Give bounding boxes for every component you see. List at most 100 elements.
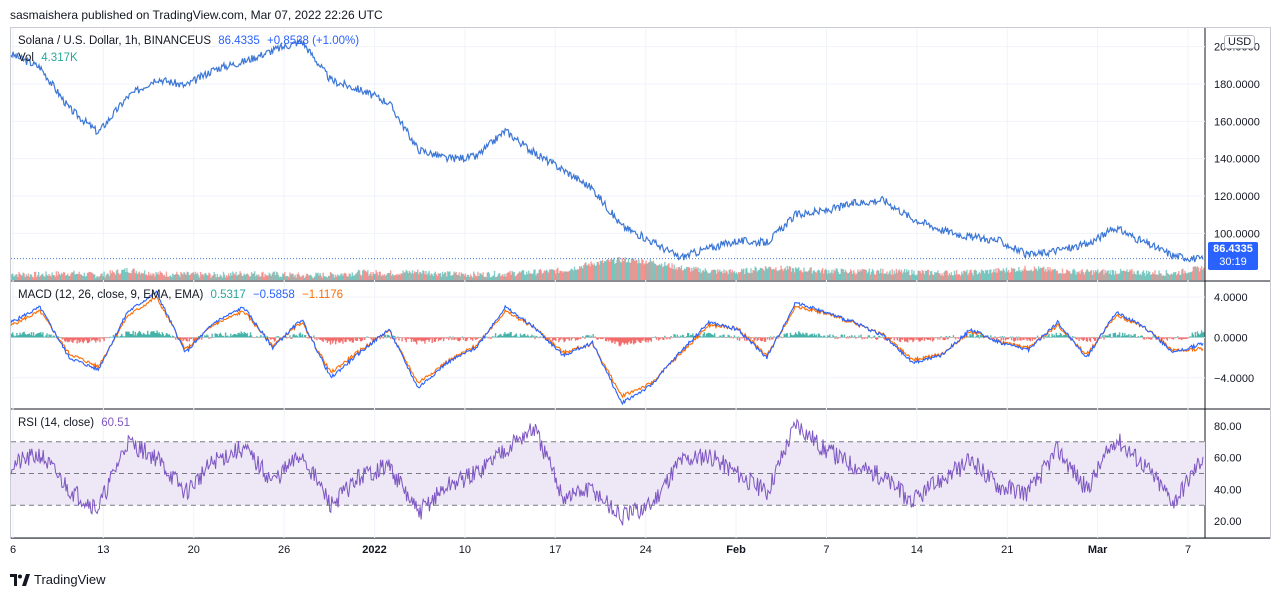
volume-bar (1004, 272, 1007, 280)
volume-bar (852, 273, 854, 280)
volume-bar (267, 275, 269, 280)
volume-bar (989, 269, 991, 280)
volume-bar (746, 267, 748, 280)
volume-bar (1010, 267, 1013, 280)
price-tick-label: 160.0000 (1214, 116, 1260, 128)
volume-bar (676, 269, 678, 280)
volume-bar (581, 266, 583, 280)
volume-bar (1183, 273, 1185, 280)
volume-bar (843, 272, 846, 280)
macd-histogram-bar (658, 337, 661, 340)
macd-histogram-bar (1143, 337, 1146, 340)
volume-bar (754, 266, 756, 280)
footer-brand[interactable]: TradingView (10, 572, 106, 587)
macd-histogram-bar (29, 334, 32, 338)
volume-bar (625, 262, 628, 280)
macd-histogram-bar (980, 335, 983, 338)
volume-bar (563, 271, 565, 280)
volume-bar (310, 274, 312, 280)
volume-legend[interactable]: Vol 4.317K (18, 52, 78, 64)
volume-bar (448, 272, 450, 280)
volume-bar (804, 271, 806, 280)
volume-bar (691, 267, 693, 280)
price-legend[interactable]: Solana / U.S. Dollar, 1h, BINANCEUS 86.4… (18, 35, 359, 47)
volume-bar (690, 271, 692, 280)
publish-info: sasmaishera published on TradingView.com… (10, 8, 383, 22)
volume-bar (280, 276, 283, 280)
macd-histogram-bar (305, 337, 308, 339)
macd-histogram-bar (371, 337, 373, 341)
volume-bar (577, 269, 580, 280)
macd-histogram-bar (128, 331, 130, 338)
volume-bar (752, 269, 754, 280)
macd-histogram-bar (291, 337, 293, 339)
time-tick-label: 24 (640, 544, 652, 556)
macd-histogram-bar (993, 337, 995, 340)
volume-bar (1042, 267, 1044, 280)
volume-bar (580, 267, 582, 280)
macd-histogram-bar (18, 335, 20, 338)
macd-histogram-bar (692, 333, 694, 338)
macd-histogram-bar (511, 336, 513, 338)
macd-histogram-bar (756, 337, 758, 341)
volume-bar (508, 272, 510, 280)
macd-histogram-bar (880, 337, 882, 338)
macd-histogram-bar (161, 332, 163, 338)
volume-bar (1018, 266, 1020, 280)
macd-histogram-bar (906, 337, 908, 342)
macd-histogram-bar (175, 337, 177, 340)
macd-histogram-bar (1095, 337, 1097, 341)
volume-bar (925, 271, 928, 280)
macd-histogram-bar (558, 337, 560, 343)
macd-histogram-bar (785, 333, 787, 338)
macd-histogram-bar (157, 333, 159, 338)
volume-bar (279, 276, 282, 280)
macd-histogram-bar (1105, 336, 1107, 338)
volume-bar (102, 276, 104, 280)
macd-histogram-bar (189, 337, 191, 339)
volume-bar (1134, 273, 1136, 280)
macd-histogram-bar (908, 337, 910, 339)
volume-bar (487, 271, 489, 280)
macd-histogram-bar (243, 331, 245, 338)
macd-histogram-bar (109, 336, 112, 338)
macd-histogram-bar (917, 337, 919, 341)
volume-bar (553, 269, 555, 280)
macd-histogram-bar (765, 337, 768, 338)
macd-histogram-bar (258, 337, 260, 338)
volume-bar (798, 267, 800, 280)
macd-histogram-bar (768, 337, 771, 341)
macd-histogram-bar (627, 337, 630, 343)
macd-histogram-bar (400, 337, 402, 338)
macd-histogram-bar (124, 336, 126, 338)
macd-histogram-bar (861, 337, 863, 340)
volume-bar (598, 264, 601, 280)
macd-histogram-bar (337, 337, 339, 340)
volume-bar (391, 275, 393, 280)
volume-bar (567, 271, 569, 280)
macd-histogram-bar (472, 337, 474, 341)
volume-bar (890, 274, 892, 280)
volume-bar (61, 274, 64, 280)
macd-legend[interactable]: MACD (12, 26, close, 9, EMA, EMA) 0.5317… (18, 289, 343, 301)
currency-badge[interactable]: USD (1224, 35, 1256, 49)
macd-histogram-bar (679, 335, 682, 338)
volume-bar (182, 274, 184, 280)
macd-histogram-bar (1100, 337, 1102, 339)
volume-bar (189, 274, 191, 280)
volume-bar (329, 271, 332, 280)
volume-bar (272, 271, 275, 280)
rsi-legend[interactable]: RSI (14, close) 60.51 (18, 417, 130, 429)
macd-histogram-bar (79, 337, 81, 342)
macd-histogram-bar (835, 336, 837, 338)
macd-histogram-bar (477, 337, 479, 339)
macd-label: MACD (12, 26, close, 9, EMA, EMA) (18, 289, 204, 301)
volume-bar (1074, 270, 1076, 280)
volume-bar (532, 273, 534, 280)
macd-histogram-bar (84, 337, 87, 340)
macd-histogram-bar (514, 334, 516, 338)
macd-histogram-bar (1149, 337, 1151, 339)
volume-bar (178, 274, 180, 280)
macd-histogram-bar (180, 337, 182, 342)
